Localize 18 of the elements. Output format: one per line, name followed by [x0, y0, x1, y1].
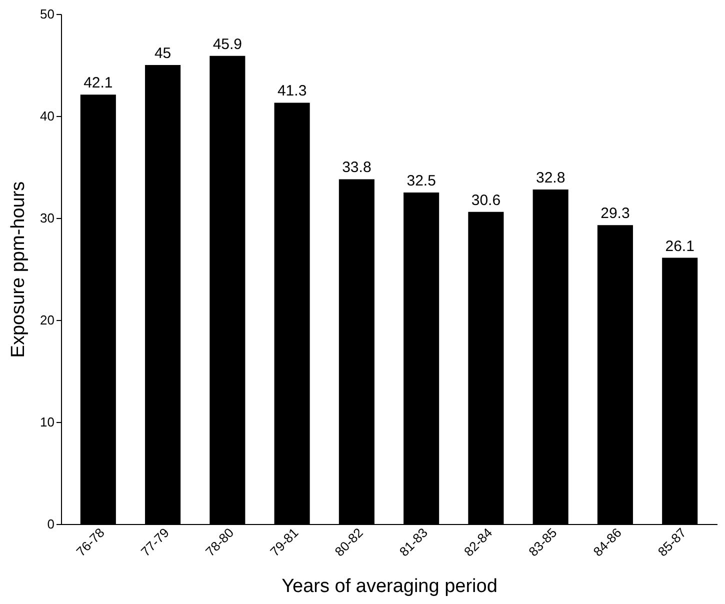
y-tick-label: 40 — [40, 108, 54, 124]
data-label: 41.3 — [277, 82, 307, 100]
y-tick-label: 30 — [40, 210, 54, 226]
data-label: 45 — [154, 45, 172, 62]
y-tick-label: 10 — [40, 414, 54, 430]
y-axis-title: Exposure ppm-hours — [8, 181, 30, 358]
y-tick-label: 50 — [40, 6, 54, 22]
data-label: 45.9 — [212, 36, 242, 53]
data-label: 26.1 — [665, 238, 694, 255]
data-label: 29.3 — [600, 205, 630, 222]
y-tick-label: 20 — [40, 312, 54, 328]
data-label: 32.8 — [536, 169, 566, 186]
data-label: 32.5 — [406, 172, 436, 190]
data-label: 30.6 — [471, 192, 501, 209]
data-label: 33.8 — [342, 159, 372, 176]
x-axis-title: Years of averaging period — [282, 576, 498, 598]
y-tick-label: 0 — [47, 516, 54, 532]
data-label: 42.1 — [84, 74, 113, 92]
